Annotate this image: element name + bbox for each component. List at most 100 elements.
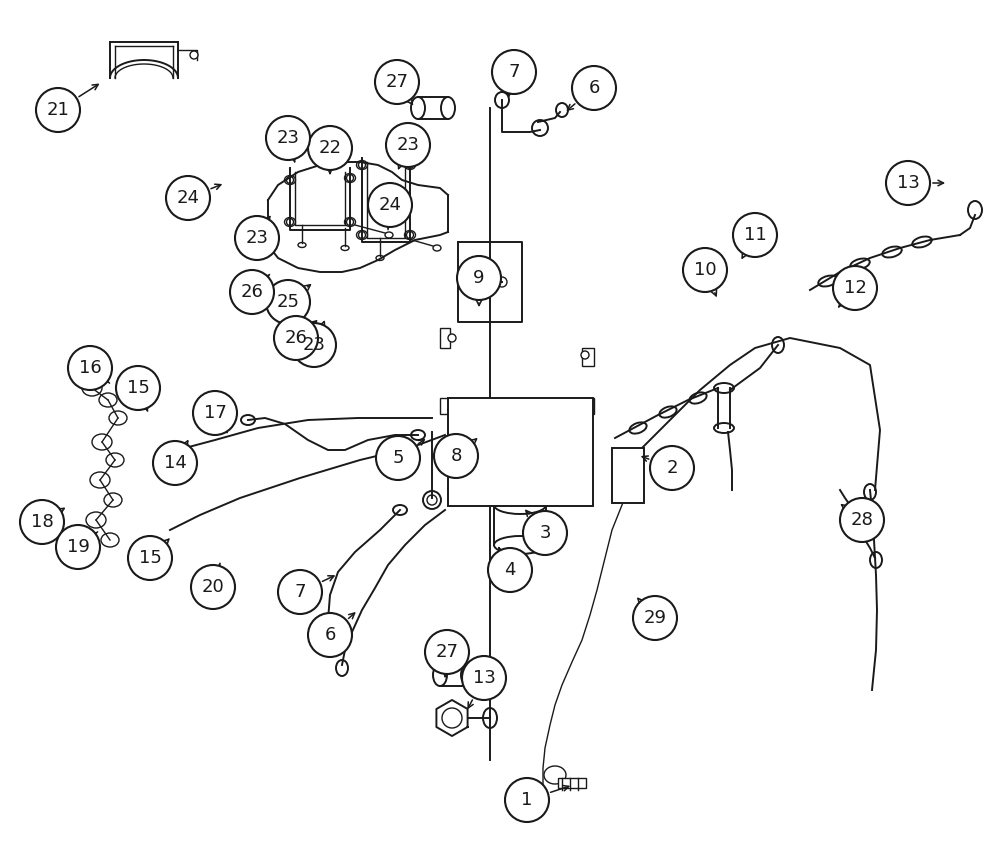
Circle shape (308, 126, 352, 170)
Ellipse shape (336, 660, 348, 676)
Ellipse shape (495, 92, 509, 108)
Text: 17: 17 (204, 404, 226, 422)
Circle shape (572, 66, 616, 110)
Text: 16: 16 (79, 359, 101, 377)
Circle shape (347, 175, 354, 181)
Circle shape (427, 495, 437, 505)
Text: 11: 11 (744, 226, 766, 244)
Ellipse shape (404, 160, 416, 170)
Text: 13: 13 (473, 669, 495, 687)
Ellipse shape (356, 160, 368, 170)
Circle shape (448, 404, 456, 412)
Circle shape (347, 219, 354, 226)
Circle shape (375, 60, 419, 104)
Bar (558, 778, 586, 788)
Ellipse shape (86, 512, 106, 528)
Ellipse shape (356, 231, 368, 239)
Circle shape (442, 708, 462, 728)
Ellipse shape (344, 174, 356, 182)
Ellipse shape (92, 434, 112, 450)
Ellipse shape (344, 217, 356, 226)
Text: 5: 5 (392, 449, 404, 467)
Bar (582, 398, 594, 414)
Text: 23: 23 (396, 136, 420, 154)
Ellipse shape (714, 423, 734, 433)
Ellipse shape (99, 393, 117, 407)
Ellipse shape (109, 411, 127, 425)
Ellipse shape (404, 231, 416, 239)
Circle shape (287, 219, 294, 226)
Circle shape (368, 183, 412, 227)
Ellipse shape (659, 406, 677, 417)
Text: 25: 25 (276, 293, 300, 311)
Ellipse shape (714, 383, 734, 393)
Text: 19: 19 (67, 538, 89, 556)
Circle shape (633, 596, 677, 640)
Bar (448, 398, 593, 506)
Text: 6: 6 (588, 79, 600, 97)
Ellipse shape (772, 337, 784, 353)
Ellipse shape (441, 97, 455, 119)
Ellipse shape (264, 236, 272, 241)
Ellipse shape (912, 237, 932, 248)
Circle shape (166, 176, 210, 220)
Ellipse shape (864, 484, 876, 500)
Text: 18: 18 (31, 513, 53, 531)
Ellipse shape (494, 496, 546, 514)
Circle shape (683, 248, 727, 292)
Text: 7: 7 (508, 63, 520, 81)
Ellipse shape (285, 176, 296, 185)
Ellipse shape (629, 422, 647, 433)
Circle shape (840, 498, 884, 542)
Ellipse shape (393, 505, 407, 515)
Text: 26: 26 (241, 283, 263, 301)
Text: 24: 24 (176, 189, 200, 207)
Circle shape (523, 511, 567, 555)
Circle shape (308, 613, 352, 657)
Circle shape (833, 266, 877, 310)
Ellipse shape (689, 393, 707, 404)
Circle shape (886, 161, 930, 205)
Text: 8: 8 (450, 447, 462, 465)
Ellipse shape (850, 259, 870, 270)
Circle shape (230, 270, 274, 314)
Circle shape (376, 436, 420, 480)
Circle shape (423, 491, 441, 509)
Circle shape (406, 161, 414, 169)
Circle shape (68, 346, 112, 390)
Text: 26: 26 (285, 329, 307, 347)
Circle shape (488, 548, 532, 592)
Ellipse shape (385, 232, 393, 238)
Circle shape (434, 434, 478, 478)
Text: 24: 24 (378, 196, 402, 214)
Circle shape (358, 232, 366, 238)
Text: 7: 7 (294, 583, 306, 601)
Ellipse shape (241, 415, 255, 425)
Circle shape (505, 778, 549, 822)
Ellipse shape (433, 245, 441, 251)
Text: 23: 23 (302, 336, 326, 354)
Ellipse shape (298, 243, 306, 248)
Ellipse shape (494, 536, 546, 554)
Text: 14: 14 (164, 454, 186, 472)
Circle shape (448, 334, 456, 342)
Circle shape (650, 446, 694, 490)
Text: 27: 27 (436, 643, 458, 661)
Ellipse shape (330, 638, 340, 652)
Text: 1: 1 (521, 791, 533, 809)
Circle shape (274, 316, 318, 360)
Text: 9: 9 (473, 269, 485, 287)
Ellipse shape (882, 247, 902, 258)
Circle shape (36, 88, 80, 132)
Text: 28: 28 (851, 511, 873, 529)
Circle shape (292, 323, 336, 367)
Ellipse shape (104, 493, 122, 507)
Circle shape (287, 176, 294, 183)
Text: 15: 15 (127, 379, 149, 397)
Ellipse shape (101, 533, 119, 547)
Text: 3: 3 (539, 524, 551, 542)
Text: 6: 6 (324, 626, 336, 644)
Ellipse shape (818, 276, 838, 287)
Circle shape (266, 116, 310, 160)
Circle shape (191, 565, 235, 609)
